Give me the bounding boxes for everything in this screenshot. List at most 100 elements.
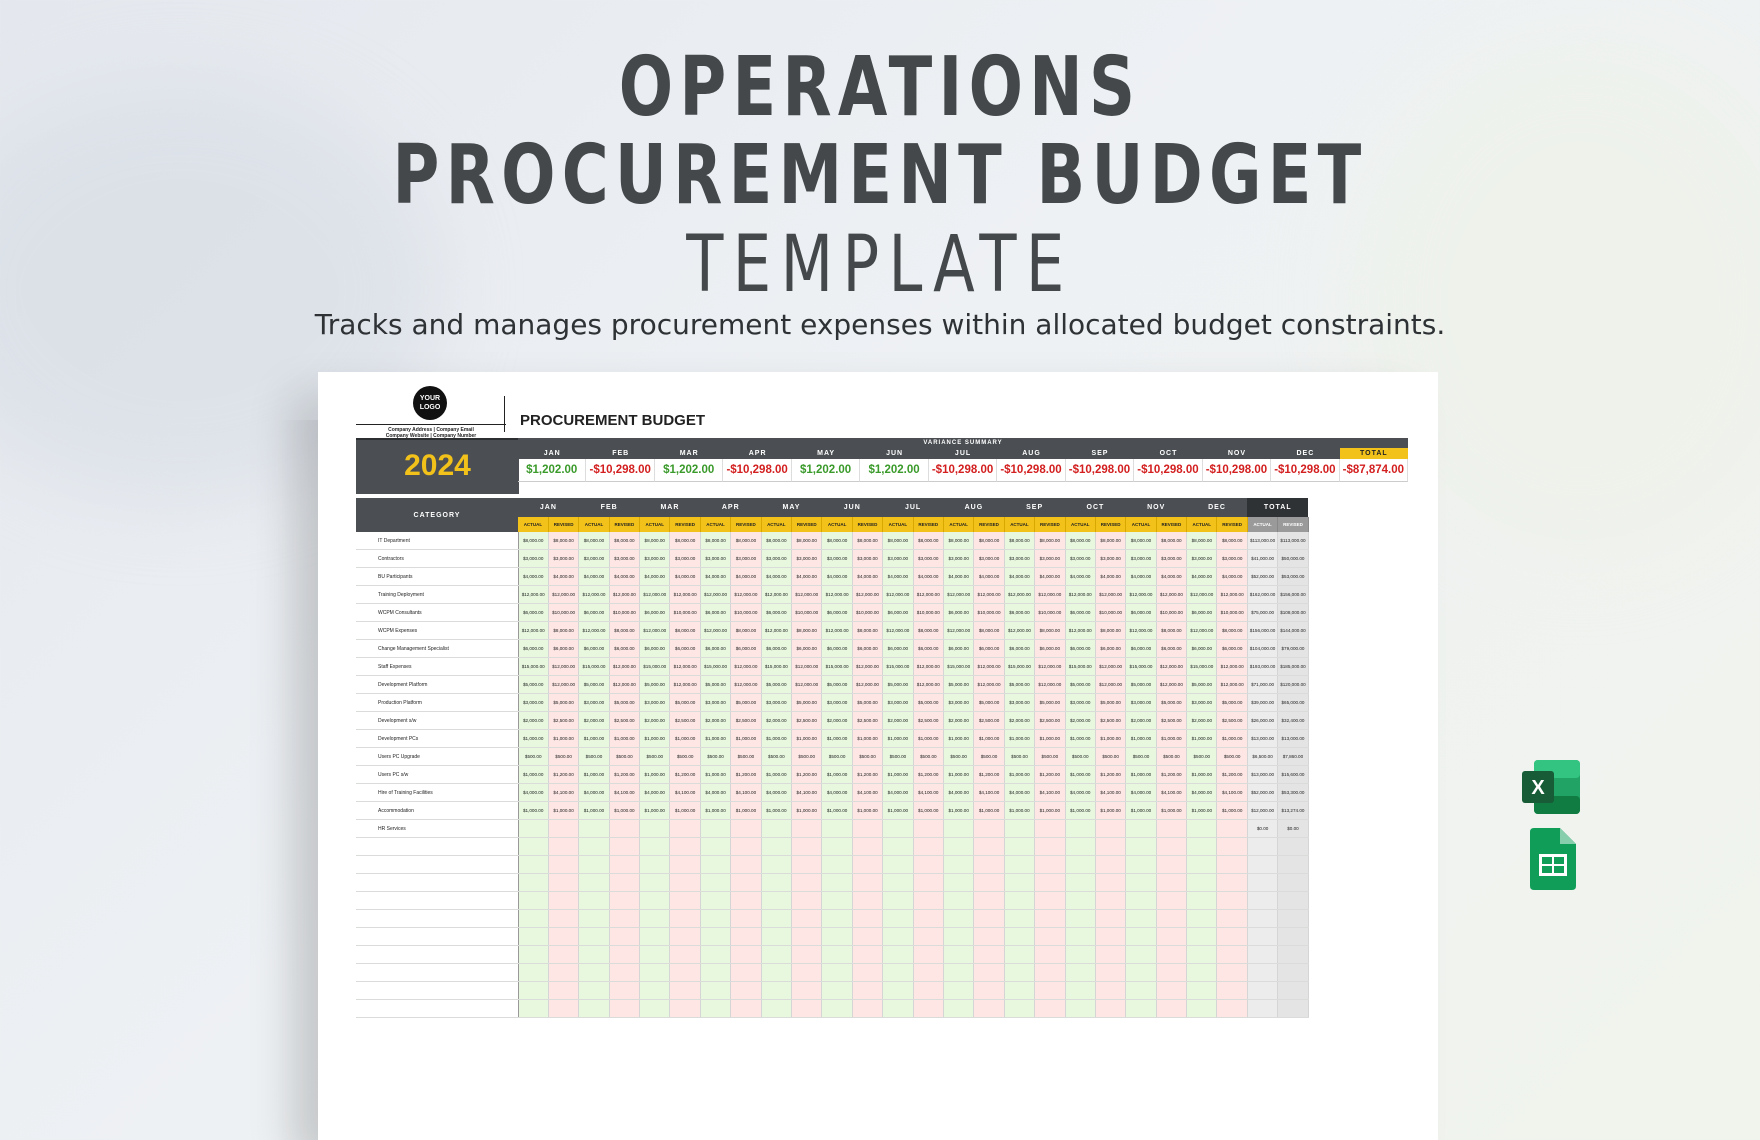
actual-cell[interactable]: $6,000.00 — [518, 603, 549, 622]
actual-cell[interactable]: $6,000.00 — [1186, 603, 1218, 622]
revised-cell[interactable] — [913, 855, 944, 874]
total-actual-cell[interactable]: $71,000.00 — [1247, 675, 1279, 694]
revised-cell[interactable] — [791, 927, 823, 946]
revised-cell[interactable]: $12,000.00 — [791, 585, 823, 604]
actual-cell[interactable] — [882, 945, 914, 964]
actual-cell[interactable]: $12,000.00 — [639, 585, 671, 604]
actual-cell[interactable]: $500.00 — [1004, 747, 1036, 766]
revised-cell[interactable] — [791, 837, 823, 856]
revised-cell[interactable] — [1034, 855, 1066, 874]
revised-cell[interactable]: $12,000.00 — [1095, 657, 1127, 676]
actual-cell[interactable]: $3,000.00 — [1125, 693, 1157, 712]
revised-cell[interactable] — [1216, 927, 1248, 946]
actual-cell[interactable] — [761, 981, 793, 1000]
actual-cell[interactable]: $3,000.00 — [821, 693, 853, 712]
actual-cell[interactable]: $500.00 — [943, 747, 975, 766]
revised-cell[interactable]: $5,000.00 — [548, 693, 580, 712]
revised-cell[interactable]: $10,000.00 — [791, 603, 823, 622]
actual-cell[interactable]: $1,000.00 — [1186, 765, 1218, 784]
actual-cell[interactable] — [1065, 981, 1096, 1000]
revised-cell[interactable]: $10,000.00 — [609, 603, 641, 622]
total-actual-cell[interactable]: $156,000.00 — [1247, 621, 1279, 640]
revised-cell[interactable]: $2,500.00 — [791, 711, 823, 730]
actual-cell[interactable] — [1125, 981, 1157, 1000]
actual-cell[interactable] — [578, 891, 610, 910]
total-actual-cell[interactable]: $104,000.00 — [1247, 639, 1279, 658]
revised-cell[interactable]: $500.00 — [1156, 747, 1188, 766]
actual-cell[interactable] — [518, 855, 549, 874]
revised-cell[interactable] — [609, 963, 641, 982]
revised-cell[interactable]: $6,000.00 — [548, 639, 580, 658]
actual-cell[interactable] — [1004, 837, 1036, 856]
actual-cell[interactable]: $12,000.00 — [761, 621, 793, 640]
revised-cell[interactable] — [609, 945, 641, 964]
total-revised-cell[interactable] — [1277, 981, 1309, 1000]
actual-cell[interactable]: $12,000.00 — [1186, 621, 1218, 640]
total-revised-cell[interactable]: $53,300.00 — [1277, 783, 1309, 802]
total-actual-cell[interactable]: $39,000.00 — [1247, 693, 1279, 712]
actual-cell[interactable]: $4,000.00 — [1186, 567, 1218, 586]
revised-cell[interactable] — [852, 819, 884, 838]
actual-cell[interactable]: $6,000.00 — [700, 639, 732, 658]
actual-cell[interactable] — [882, 891, 914, 910]
revised-cell[interactable]: $12,000.00 — [669, 657, 701, 676]
revised-cell[interactable]: $12,000.00 — [791, 657, 823, 676]
actual-cell[interactable]: $8,000.00 — [943, 532, 975, 550]
total-revised-cell[interactable]: $53,000.00 — [1277, 567, 1309, 586]
actual-cell[interactable] — [1004, 909, 1036, 928]
revised-cell[interactable] — [669, 981, 701, 1000]
actual-cell[interactable]: $500.00 — [882, 747, 914, 766]
actual-cell[interactable] — [639, 891, 671, 910]
actual-cell[interactable] — [1125, 837, 1157, 856]
actual-cell[interactable] — [1125, 819, 1157, 838]
total-revised-cell[interactable] — [1277, 999, 1309, 1018]
revised-cell[interactable]: $6,000.00 — [730, 639, 762, 658]
actual-cell[interactable]: $5,000.00 — [639, 675, 671, 694]
revised-cell[interactable] — [1216, 855, 1248, 874]
actual-cell[interactable]: $8,000.00 — [1125, 532, 1157, 550]
total-actual-cell[interactable] — [1247, 837, 1279, 856]
revised-cell[interactable]: $12,000.00 — [1156, 675, 1188, 694]
revised-cell[interactable]: $4,100.00 — [1156, 783, 1188, 802]
actual-cell[interactable] — [639, 999, 671, 1018]
revised-cell[interactable]: $12,000.00 — [1216, 675, 1248, 694]
revised-cell[interactable]: $1,000.00 — [548, 801, 580, 820]
revised-cell[interactable]: $6,000.00 — [852, 639, 884, 658]
actual-cell[interactable] — [1004, 945, 1036, 964]
revised-cell[interactable]: $1,000.00 — [1034, 729, 1066, 748]
actual-cell[interactable] — [700, 999, 732, 1018]
revised-cell[interactable]: $3,000.00 — [730, 549, 762, 568]
revised-cell[interactable]: $4,100.00 — [1095, 783, 1127, 802]
revised-cell[interactable]: $10,000.00 — [1216, 603, 1248, 622]
actual-cell[interactable]: $1,000.00 — [1125, 801, 1157, 820]
actual-cell[interactable] — [1186, 855, 1218, 874]
revised-cell[interactable]: $4,100.00 — [669, 783, 701, 802]
actual-cell[interactable] — [1186, 999, 1218, 1018]
revised-cell[interactable]: $8,000.00 — [669, 532, 701, 550]
row-label[interactable]: Contractors — [356, 549, 519, 568]
actual-cell[interactable]: $1,000.00 — [700, 801, 732, 820]
revised-cell[interactable]: $8,000.00 — [913, 621, 944, 640]
actual-cell[interactable] — [943, 909, 975, 928]
revised-cell[interactable] — [609, 819, 641, 838]
total-actual-cell[interactable] — [1247, 873, 1279, 892]
total-actual-cell[interactable] — [1247, 963, 1279, 982]
revised-cell[interactable]: $500.00 — [973, 747, 1005, 766]
total-revised-cell[interactable]: $120,000.00 — [1277, 675, 1309, 694]
revised-cell[interactable] — [1156, 945, 1188, 964]
actual-cell[interactable] — [1065, 927, 1096, 946]
revised-cell[interactable] — [548, 873, 580, 892]
actual-cell[interactable]: $12,000.00 — [943, 621, 975, 640]
revised-cell[interactable] — [669, 945, 701, 964]
revised-cell[interactable]: $12,000.00 — [1216, 657, 1248, 676]
actual-cell[interactable]: $3,000.00 — [578, 549, 610, 568]
total-actual-cell[interactable]: $12,000.00 — [1247, 801, 1279, 820]
actual-cell[interactable]: $12,000.00 — [882, 585, 914, 604]
actual-cell[interactable]: $6,000.00 — [761, 639, 793, 658]
total-actual-cell[interactable]: $6,500.00 — [1247, 747, 1279, 766]
revised-cell[interactable]: $1,000.00 — [1156, 801, 1188, 820]
revised-cell[interactable]: $12,000.00 — [973, 585, 1005, 604]
revised-cell[interactable] — [548, 891, 580, 910]
actual-cell[interactable]: $1,000.00 — [943, 765, 975, 784]
actual-cell[interactable]: $4,000.00 — [1065, 783, 1096, 802]
